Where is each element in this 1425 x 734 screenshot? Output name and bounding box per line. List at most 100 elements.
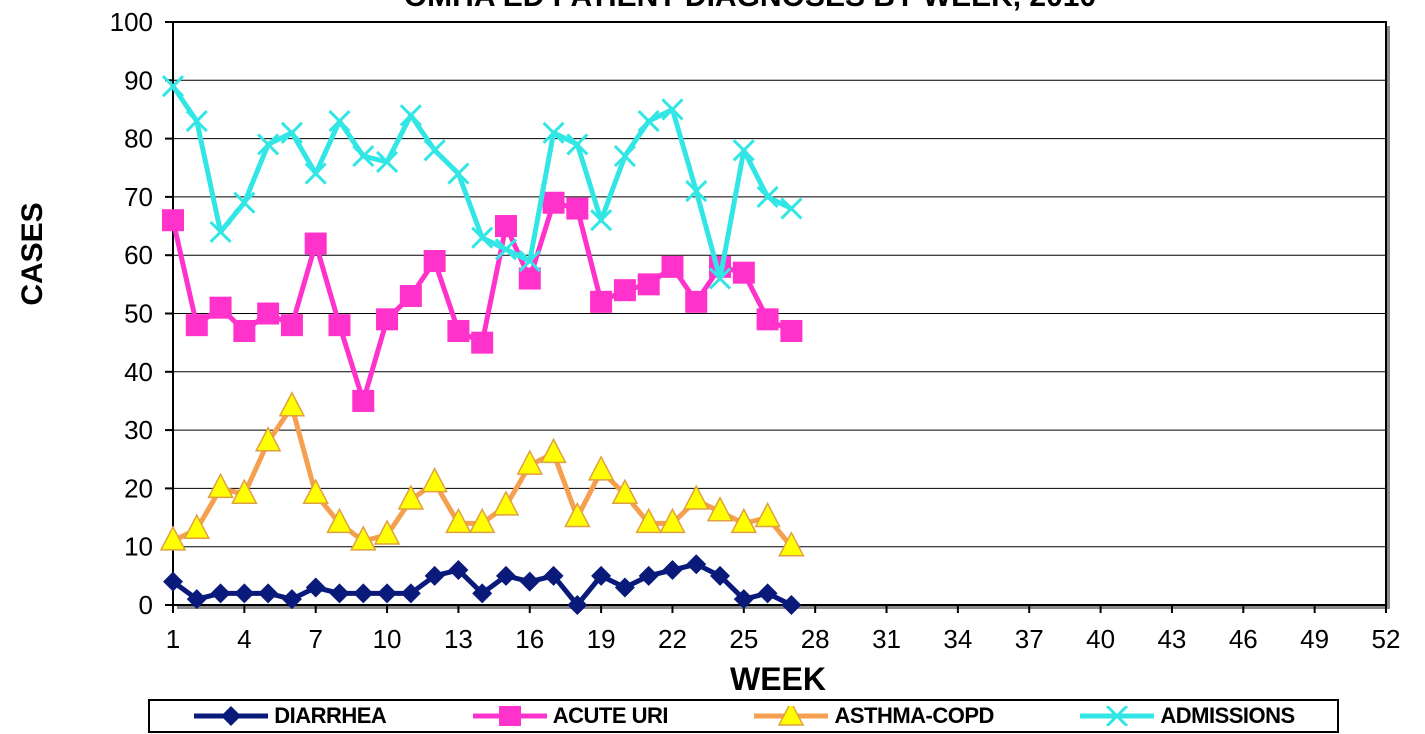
legend-marker [1106, 706, 1129, 726]
y-tick-label: 80 [124, 124, 153, 154]
data-point-diarrhea [686, 554, 707, 575]
legend-item-asthma-copd: ASTHMA-COPD [752, 703, 994, 729]
data-point-acute-uri [494, 215, 517, 238]
data-point-diarrhea [733, 589, 754, 610]
x-tick-label: 10 [373, 624, 402, 654]
x-tick-label: 34 [943, 624, 972, 654]
y-tick-label: 60 [124, 240, 153, 270]
data-point-admissions [637, 110, 660, 133]
data-point-admissions [375, 150, 399, 173]
data-point-diarrhea [567, 595, 588, 615]
data-point-admissions [780, 197, 803, 220]
data-point-acute-uri [162, 209, 184, 232]
data-point-admissions [161, 75, 185, 98]
data-point-diarrhea [662, 560, 683, 581]
data-point-acute-uri [328, 314, 351, 337]
data-point-asthma-copd [254, 426, 282, 452]
data-point-admissions [471, 226, 494, 249]
legend-swatch-acute-uri [472, 706, 547, 726]
data-point-acute-uri [185, 314, 208, 337]
data-point-asthma-copd [468, 507, 496, 534]
data-point-asthma-copd [659, 507, 686, 534]
data-point-acute-uri [423, 250, 446, 273]
x-axis-title: WEEK [730, 661, 826, 697]
legend-marker [221, 706, 242, 726]
data-point-admissions [328, 110, 351, 133]
data-point-diarrhea [472, 583, 493, 604]
y-tick-label: 70 [124, 182, 153, 212]
data-point-asthma-copd [492, 490, 520, 516]
data-point-acute-uri [280, 314, 303, 337]
data-point-acute-uri [257, 302, 280, 325]
x-tick-label: 49 [1300, 624, 1329, 654]
data-point-asthma-copd [326, 507, 353, 534]
data-point-admissions [494, 238, 518, 261]
data-point-asthma-copd [706, 496, 734, 522]
legend-swatch-asthma-copd [754, 706, 829, 726]
data-point-diarrhea [495, 565, 516, 586]
series-asthma-copd [159, 391, 805, 557]
data-point-acute-uri [518, 267, 541, 290]
data-point-diarrhea [305, 577, 326, 598]
x-tick-label: 31 [872, 624, 901, 654]
data-point-admissions [185, 110, 208, 133]
data-point-admissions [399, 104, 422, 127]
legend-marker [778, 706, 805, 726]
data-point-diarrhea [329, 583, 350, 604]
data-point-admissions [209, 220, 232, 243]
data-point-diarrhea [781, 595, 802, 615]
legend-item-acute-uri: ACUTE URI [471, 703, 669, 729]
data-point-diarrhea [543, 565, 564, 586]
legend-label-asthma-copd: ASTHMA-COPD [834, 703, 994, 728]
data-point-admissions [233, 191, 256, 214]
data-point-asthma-copd [516, 449, 544, 475]
data-point-asthma-copd [397, 484, 425, 510]
x-tick-label: 25 [729, 624, 758, 654]
data-point-asthma-copd [183, 513, 211, 539]
x-tick-label: 46 [1229, 624, 1258, 654]
data-point-asthma-copd [373, 519, 401, 545]
data-point-asthma-copd [445, 507, 472, 534]
data-point-asthma-copd [611, 478, 639, 504]
legend-marker [498, 706, 521, 726]
y-tick-label: 30 [124, 415, 153, 445]
data-point-acute-uri [471, 331, 494, 354]
data-point-acute-uri [780, 319, 803, 342]
data-point-acute-uri [376, 308, 399, 331]
x-tick-label: 1 [166, 624, 180, 654]
data-point-asthma-copd [683, 484, 710, 510]
x-tick-label: 40 [1086, 624, 1115, 654]
y-tick-label: 0 [139, 590, 153, 620]
data-point-admissions [304, 162, 327, 185]
data-point-asthma-copd [207, 472, 234, 499]
data-point-diarrhea [448, 560, 469, 581]
legend-item-diarrhea: DIARRHEA [192, 703, 387, 729]
data-point-diarrhea [163, 571, 183, 592]
x-tick-label: 43 [1157, 624, 1186, 654]
x-tick-label: 16 [515, 624, 544, 654]
data-point-admissions [352, 145, 375, 168]
legend-label-admissions: ADMISSIONS [1160, 703, 1295, 728]
data-point-diarrhea [258, 583, 279, 604]
data-point-acute-uri [304, 232, 327, 255]
y-tick-label: 100 [110, 7, 153, 37]
x-tick-label: 19 [587, 624, 616, 654]
x-tick-label: 37 [1015, 624, 1044, 654]
data-point-admissions [756, 185, 779, 208]
data-point-diarrhea [424, 565, 445, 586]
series-diarrhea [163, 554, 802, 615]
legend-swatch-diarrhea [194, 706, 269, 726]
data-point-asthma-copd [231, 478, 258, 504]
data-point-acute-uri [566, 197, 589, 220]
data-point-acute-uri [613, 279, 636, 302]
data-point-diarrhea [281, 589, 302, 610]
data-point-asthma-copd [564, 501, 591, 528]
x-tick-label: 28 [801, 624, 830, 654]
y-tick-label: 10 [124, 532, 153, 562]
data-point-admissions [661, 98, 684, 121]
data-point-admissions [423, 139, 446, 162]
data-point-asthma-copd [278, 391, 306, 417]
data-point-admissions [518, 249, 541, 273]
data-point-acute-uri [637, 273, 660, 296]
data-point-asthma-copd [159, 525, 187, 551]
